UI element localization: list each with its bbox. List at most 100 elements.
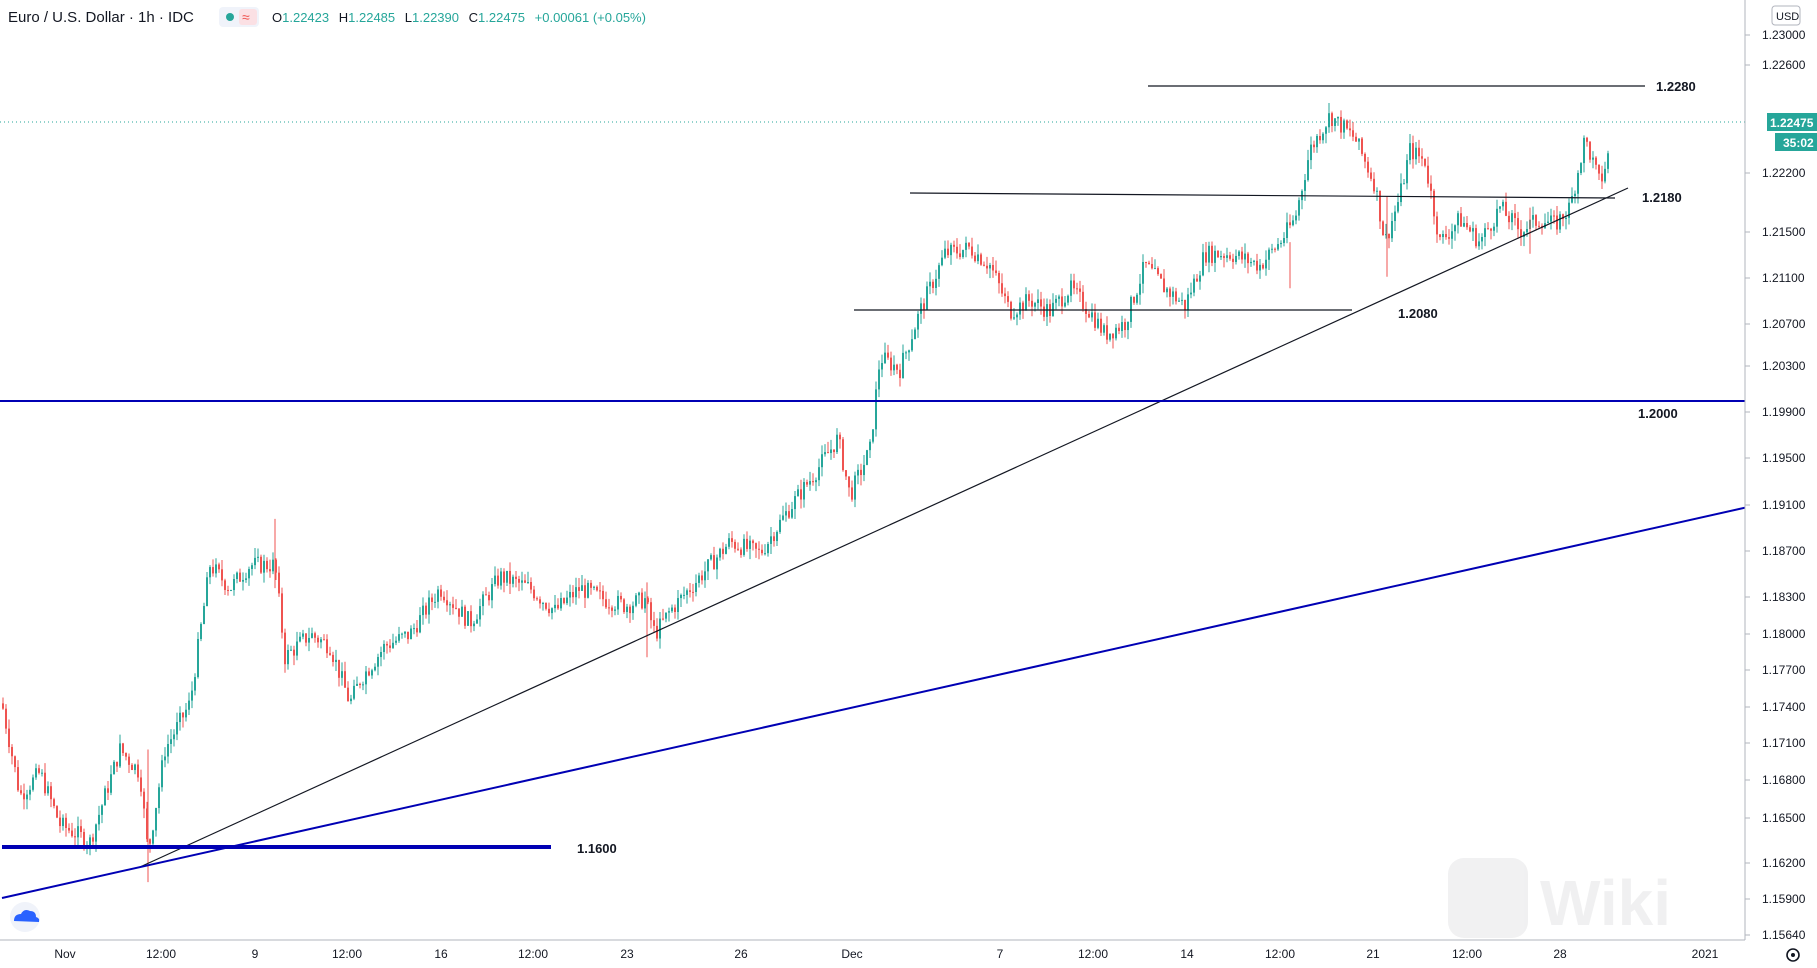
price-tick-label: 1.18300 — [1762, 590, 1806, 604]
candle — [1337, 116, 1339, 126]
candle — [113, 760, 115, 775]
candle — [1559, 211, 1561, 233]
candle — [449, 601, 451, 616]
candle — [407, 631, 409, 644]
candle — [1283, 232, 1285, 247]
candle — [530, 577, 532, 594]
candle — [839, 432, 841, 449]
candle — [1295, 210, 1297, 225]
currency-label[interactable]: USD — [1776, 11, 1799, 23]
candle — [1214, 245, 1216, 273]
price-axis[interactable]: 1.23000 1.22600 1.22200 1.21500 1.21100 1.207… — [1744, 0, 1817, 968]
candle — [584, 578, 586, 608]
candle — [191, 681, 193, 709]
candle — [1073, 273, 1075, 295]
candle — [959, 244, 961, 260]
candle — [359, 682, 361, 689]
candle — [146, 801, 148, 842]
candle — [428, 590, 430, 624]
time-tick-label: 12:00 — [518, 947, 548, 961]
candle — [1346, 119, 1348, 130]
candle — [26, 789, 28, 810]
candle — [56, 805, 58, 819]
gear-icon[interactable] — [1786, 948, 1800, 962]
candle — [1568, 198, 1570, 225]
price-tick-label: 1.21100 — [1762, 271, 1805, 285]
candle — [1172, 286, 1174, 305]
candle — [206, 571, 208, 607]
candle — [1424, 158, 1426, 168]
candle — [1055, 295, 1057, 310]
candle — [902, 344, 904, 379]
blue-trendline[interactable] — [1, 504, 1758, 899]
candle — [1262, 263, 1264, 270]
candle — [461, 599, 463, 617]
candle — [1106, 316, 1108, 345]
level-line-1-2180[interactable] — [909, 192, 1616, 199]
candle — [1451, 223, 1453, 249]
candle — [227, 585, 229, 596]
candle — [1493, 222, 1495, 237]
candle — [887, 344, 889, 360]
currency-button[interactable]: USD — [1771, 5, 1801, 26]
candle — [335, 649, 337, 672]
candle — [1103, 323, 1105, 336]
candle — [908, 349, 910, 361]
candle — [1442, 230, 1444, 244]
plot-area[interactable] — [0, 0, 1745, 940]
candle — [1394, 205, 1396, 231]
candle — [293, 645, 295, 666]
candle — [710, 553, 712, 561]
candle — [488, 591, 490, 606]
time-axis[interactable]: Nov 12:00 9 12:00 16 12:00 23 26 Dec 7 12:00 14 12:0… — [0, 939, 1745, 961]
candle — [503, 568, 505, 593]
settings-button[interactable] — [1786, 948, 1800, 962]
candle — [281, 587, 283, 639]
candle — [254, 548, 256, 570]
candle — [140, 769, 142, 797]
candle — [236, 571, 238, 584]
candle — [932, 279, 934, 294]
candle — [1574, 190, 1576, 204]
candle — [1406, 154, 1408, 190]
candle — [1430, 175, 1432, 199]
price-tick-label: 1.18700 — [1762, 544, 1806, 558]
candle — [884, 342, 886, 364]
candle — [1583, 135, 1585, 173]
candle — [305, 632, 307, 647]
candle — [896, 363, 898, 375]
candle — [572, 585, 574, 604]
candle — [62, 814, 64, 831]
candle — [365, 665, 367, 695]
candle — [1340, 110, 1342, 139]
candle — [971, 237, 973, 259]
symbol-title[interactable]: Euro / U.S. Dollar · 1h · IDC — [8, 9, 194, 26]
candle — [773, 532, 775, 547]
candle — [1238, 250, 1240, 260]
level-label-1-1600: 1.1600 — [577, 841, 617, 856]
candle — [347, 681, 349, 702]
candle — [818, 458, 820, 487]
candle — [1376, 187, 1378, 201]
tradingview-logo[interactable] — [10, 902, 40, 932]
candle — [1139, 274, 1141, 305]
candle — [527, 571, 529, 584]
candle — [629, 604, 631, 623]
candle — [515, 570, 517, 588]
legend-header[interactable]: Euro / U.S. Dollar · 1h · IDC ≈ O1.22423… — [8, 7, 646, 27]
open-label: O — [272, 10, 282, 25]
candle — [8, 719, 10, 754]
black-trendline[interactable] — [139, 187, 1629, 868]
candle — [209, 565, 211, 585]
indicator-badges[interactable]: ≈ — [219, 7, 259, 27]
candle — [668, 607, 670, 622]
candle — [1598, 164, 1600, 181]
candle — [665, 612, 667, 623]
candle — [734, 539, 736, 553]
candle — [1457, 210, 1459, 234]
candle — [1205, 242, 1207, 267]
candle — [107, 780, 109, 801]
candle — [1514, 204, 1516, 226]
